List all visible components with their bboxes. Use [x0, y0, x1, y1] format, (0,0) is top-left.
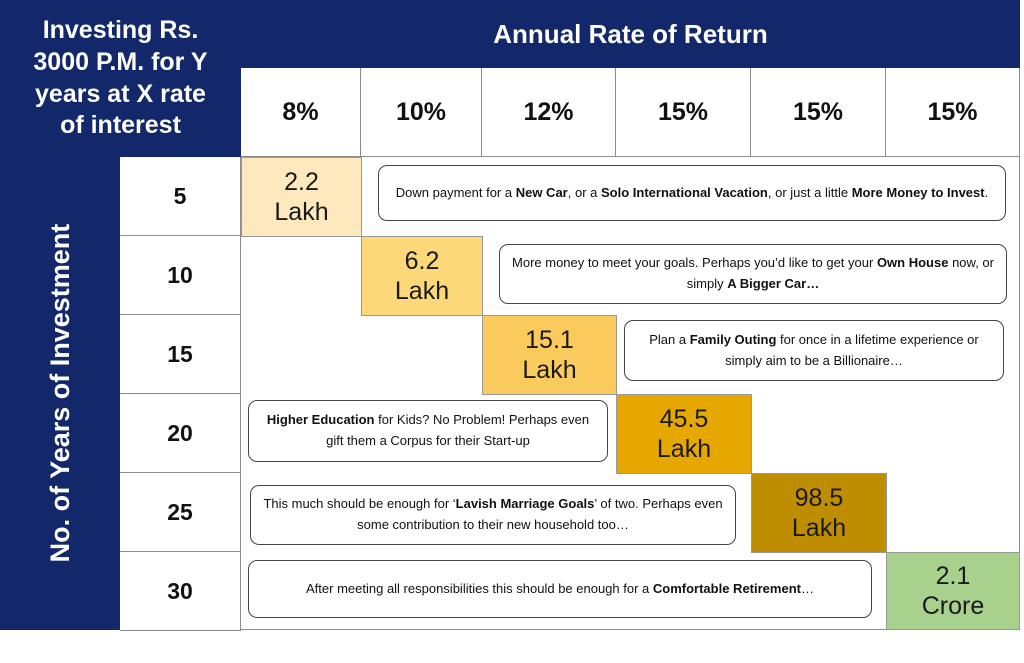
value-amount: 15.1	[525, 326, 574, 354]
value-cell: 98.5 Lakh	[751, 473, 887, 553]
rate-header: 12%	[482, 68, 616, 157]
note-highlight: A Bigger Car…	[727, 276, 820, 291]
year-label: 15	[120, 315, 241, 394]
value-amount: 6.2	[404, 247, 440, 275]
rate-header: 15%	[886, 68, 1020, 157]
value-cell: 2.1 Crore	[886, 552, 1020, 630]
value-amount: 45.5	[659, 405, 709, 433]
corner-line: 3000 P.M. for Y	[33, 47, 208, 76]
note-text: After meeting all responsibilities this …	[306, 580, 653, 596]
goal-note: Down payment for a New Car, or a Solo In…	[378, 165, 1006, 221]
rate-header: 15%	[616, 68, 751, 157]
note-text: More money to meet your goals. Perhaps y…	[512, 255, 877, 271]
goal-note: Plan a Family Outing for once in a lifet…	[624, 320, 1004, 381]
table-border-right	[1019, 68, 1020, 630]
note-text: Down payment for a	[395, 184, 516, 200]
rate-header: 15%	[751, 68, 886, 157]
value-unit: Lakh	[394, 277, 450, 305]
note-text: for once in a lifetime experience or sim…	[725, 331, 979, 368]
rate-header: 10%	[361, 68, 482, 157]
note-highlight: Higher Education	[266, 412, 375, 428]
note-text: Plan a	[649, 331, 690, 347]
corner-line: of interest	[60, 111, 181, 140]
year-label: 30	[120, 552, 241, 631]
year-label: 25	[120, 473, 241, 552]
goal-note: Higher Education for Kids? No Problem! P…	[248, 400, 608, 462]
note-highlight: Solo International Vacation	[601, 184, 768, 200]
note-text: ’ of two. Perhaps even some contribution…	[357, 496, 723, 532]
table-border-bottom	[241, 629, 1020, 630]
value-unit: Lakh	[522, 356, 577, 384]
value-cell: 15.1 Lakh	[482, 315, 617, 395]
value-cell: 2.2 Lakh	[241, 157, 362, 237]
corner-line: years at X rate	[35, 79, 206, 108]
note-text: This much should be enough for ‘	[263, 496, 456, 512]
value-amount: 98.5	[794, 484, 844, 512]
note-text: , or a	[567, 184, 601, 200]
note-text: now, or simply	[686, 255, 994, 291]
goal-note: This much should be enough for ‘Lavish M…	[250, 485, 736, 545]
note-text: .	[984, 184, 989, 200]
corner-line: Investing Rs.	[42, 16, 199, 44]
year-label: 5	[120, 157, 241, 236]
note-highlight: More Money to Invest	[851, 184, 985, 200]
value-amount: 2.1	[935, 562, 971, 590]
value-unit: Lakh	[656, 435, 712, 463]
value-unit: Lakh	[274, 198, 329, 226]
goal-note: More money to meet your goals. Perhaps y…	[499, 244, 1007, 304]
years-side-header: No. of Years of Investment	[0, 157, 120, 630]
note-highlight: Own House	[876, 255, 949, 271]
rate-header: 8%	[241, 68, 361, 157]
year-label: 10	[120, 236, 241, 315]
note-text: …	[800, 580, 814, 596]
note-highlight: Family Outing	[689, 331, 777, 347]
note-highlight: Lavish Marriage Goals	[455, 496, 595, 512]
table-corner-header: Investing Rs. 3000 P.M. for Y years at X…	[0, 0, 241, 157]
rates-title: Annual Rate of Return	[241, 0, 1020, 68]
value-amount: 2.2	[284, 168, 319, 196]
value-unit: Crore	[921, 592, 985, 620]
note-text: for Kids? No Problem! Perhaps even gift …	[326, 412, 590, 448]
year-label: 20	[120, 394, 241, 473]
note-highlight: Comfortable Retirement	[652, 580, 801, 596]
goal-note: After meeting all responsibilities this …	[248, 560, 872, 618]
note-text: , or just a little	[767, 184, 852, 200]
value-unit: Lakh	[791, 514, 847, 542]
value-cell: 6.2 Lakh	[361, 236, 483, 316]
value-cell: 45.5 Lakh	[616, 394, 752, 474]
years-side-title: No. of Years of Investment	[45, 223, 75, 563]
note-highlight: New Car	[515, 184, 568, 200]
